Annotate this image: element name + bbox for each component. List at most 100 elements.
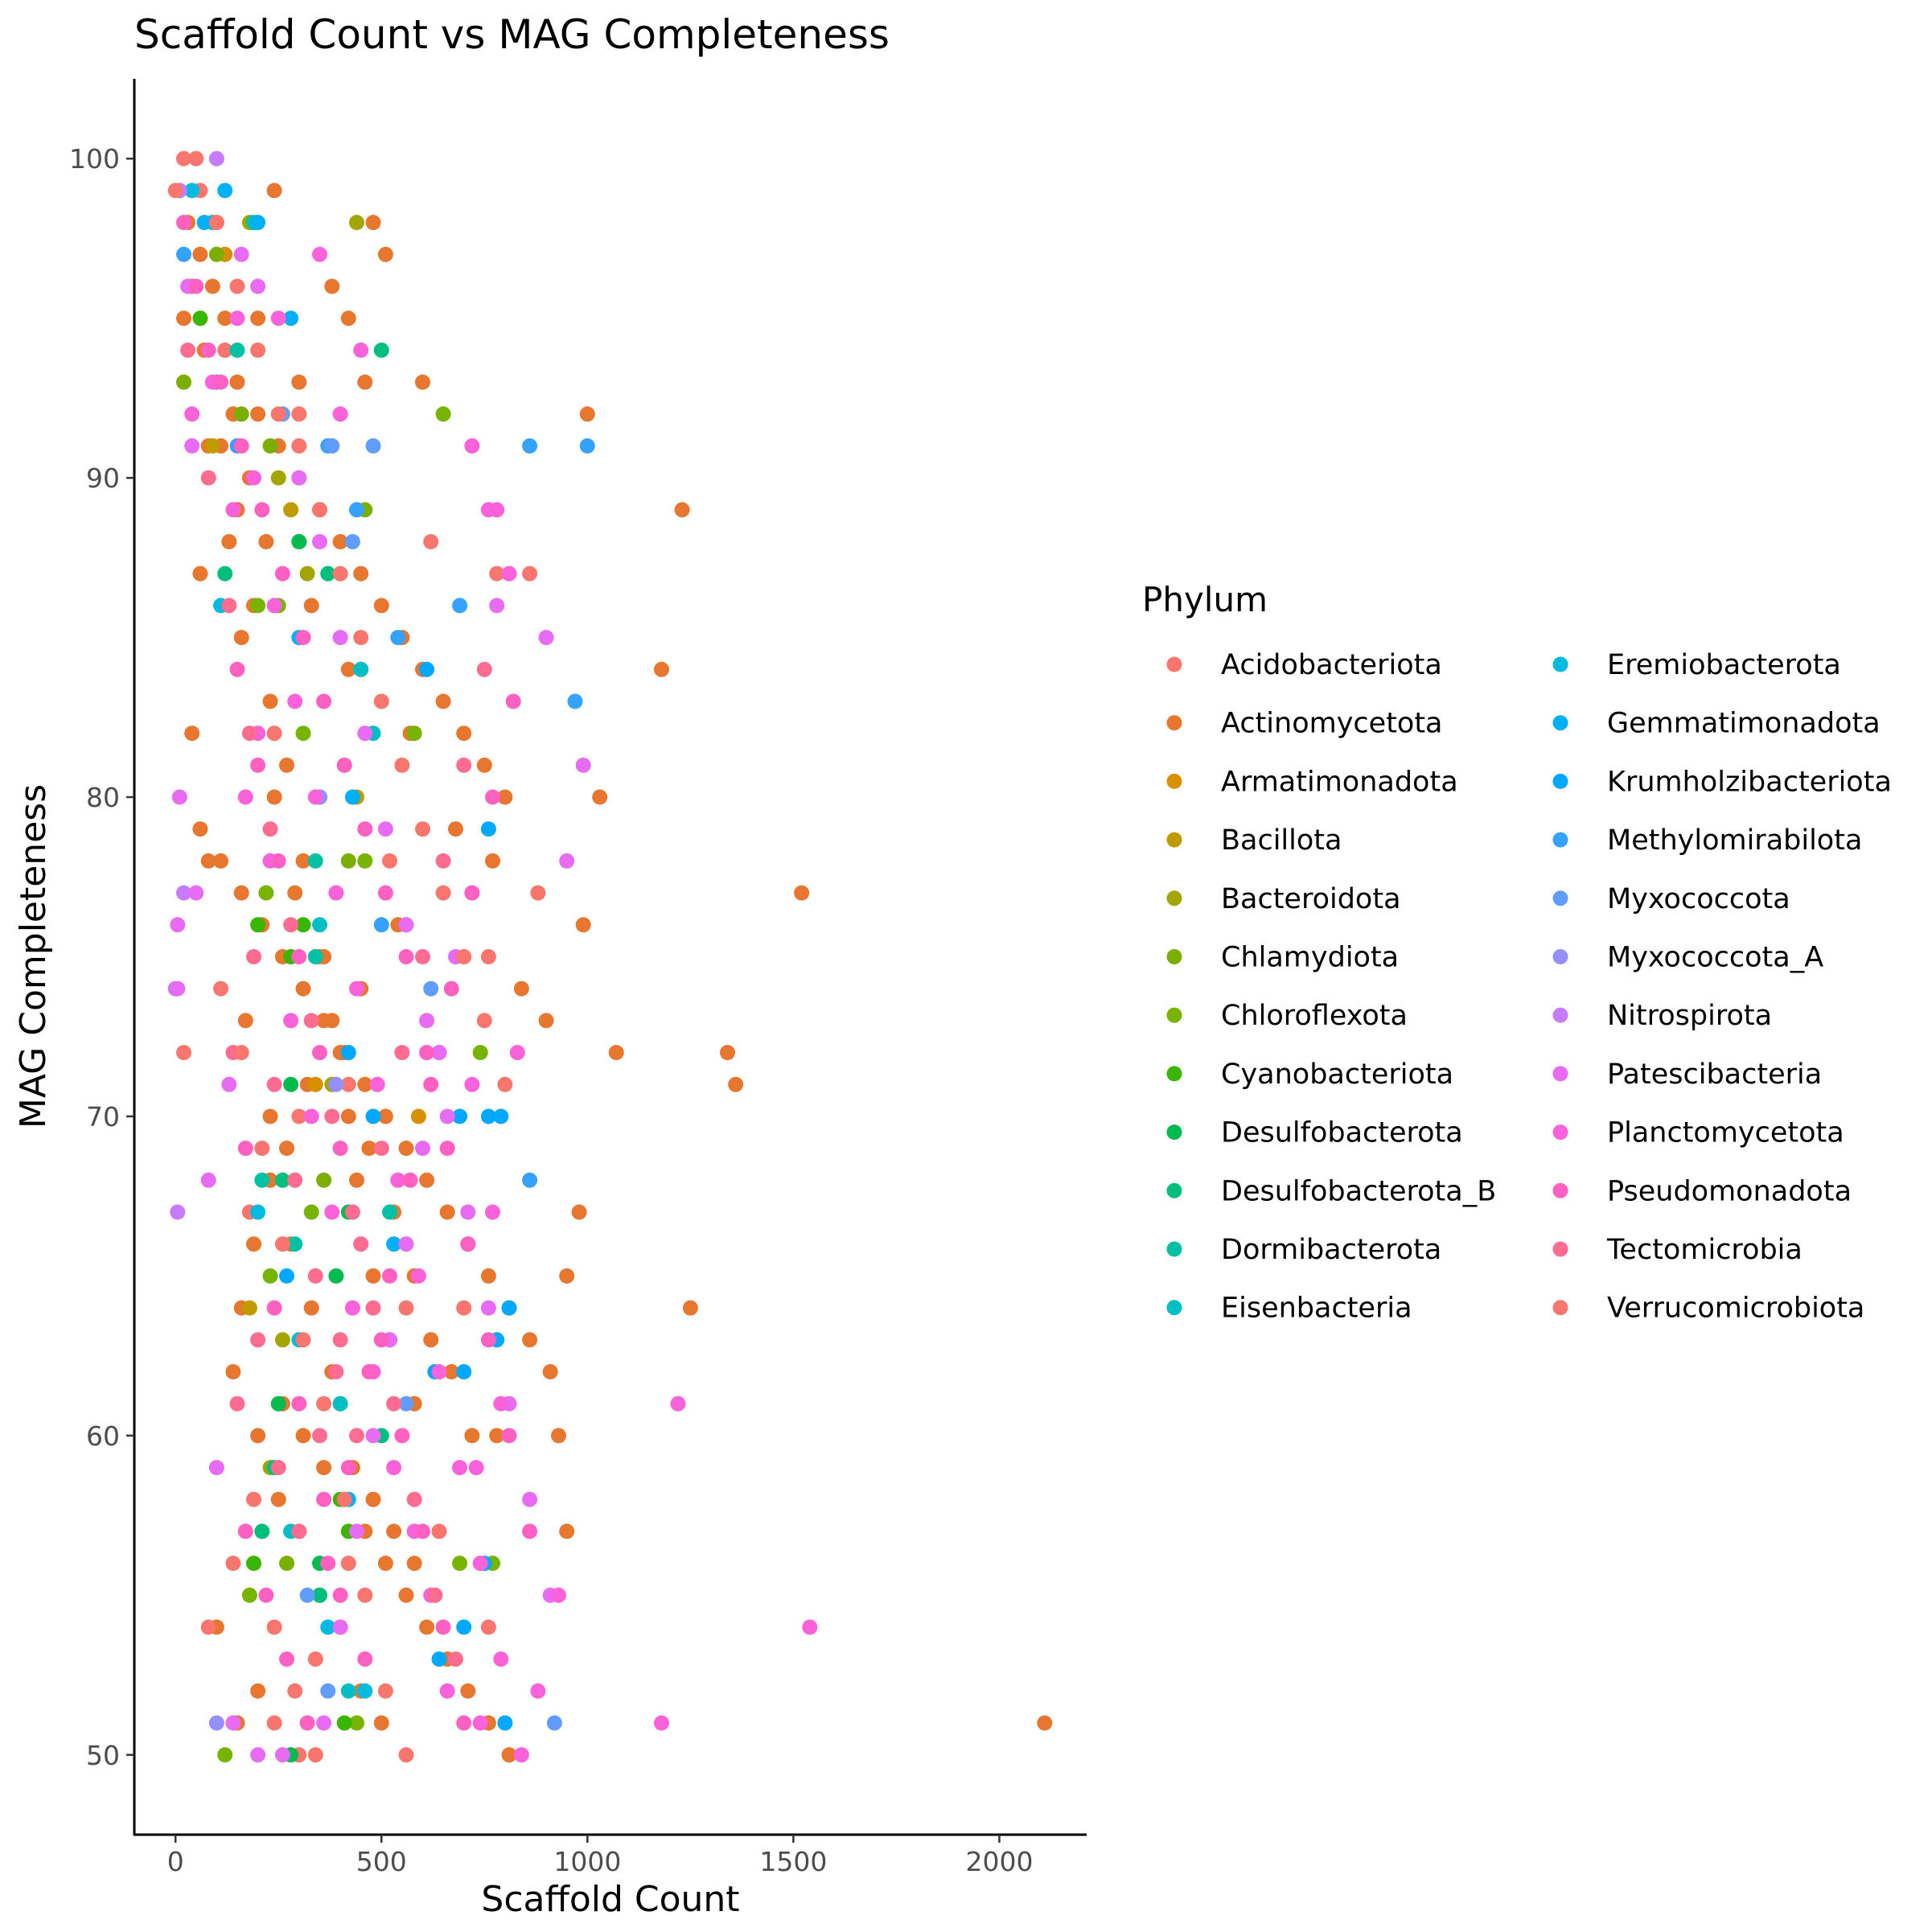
legend-label: Dormibacterota xyxy=(1221,1234,1441,1266)
data-point xyxy=(674,502,690,518)
legend-key xyxy=(1552,773,1568,789)
data-point xyxy=(448,1651,463,1667)
legend-key xyxy=(1166,1066,1182,1082)
data-point xyxy=(312,1428,327,1444)
data-point xyxy=(225,1715,241,1731)
legend: Phylum Acidobacteriota Actinomycetota Arma… xyxy=(1142,580,1892,1325)
data-point xyxy=(452,1556,468,1572)
data-point xyxy=(456,1300,472,1316)
data-point xyxy=(373,342,389,358)
legend-label: Eremiobacterota xyxy=(1607,649,1841,681)
legend-label: Armatimonadota xyxy=(1221,766,1458,798)
data-point xyxy=(349,502,364,518)
data-point xyxy=(386,1460,402,1476)
data-point xyxy=(254,502,270,518)
data-point xyxy=(307,1747,323,1763)
data-point xyxy=(176,885,191,901)
data-point xyxy=(274,1172,290,1188)
legend-key xyxy=(1552,1182,1568,1198)
legend-item: Methylomirabilota xyxy=(1552,824,1862,857)
data-point xyxy=(307,789,323,805)
data-point xyxy=(468,1460,484,1476)
data-point xyxy=(241,726,257,742)
legend-label: Chlamydiota xyxy=(1221,942,1399,974)
data-point xyxy=(340,1683,356,1699)
data-point xyxy=(480,1268,496,1284)
legend-key xyxy=(1552,832,1568,848)
x-tick-label: 1000 xyxy=(553,1846,621,1877)
legend-title: Phylum xyxy=(1142,580,1268,619)
data-point xyxy=(456,726,472,742)
data-point xyxy=(303,598,319,614)
data-point xyxy=(312,502,327,518)
legend-label: Krumholzibacteriota xyxy=(1607,766,1892,798)
data-point xyxy=(200,1172,216,1188)
data-point xyxy=(398,1300,414,1316)
data-point xyxy=(419,1045,435,1061)
data-point xyxy=(464,1076,480,1092)
data-point xyxy=(246,1556,261,1572)
data-point xyxy=(551,1428,566,1444)
data-point xyxy=(307,853,323,869)
data-point xyxy=(176,215,191,231)
data-point xyxy=(250,917,266,933)
data-point xyxy=(489,565,505,582)
data-point xyxy=(546,1715,562,1731)
legend-item: Myxococcota_A xyxy=(1552,942,1823,974)
legend-label: Nitrospirota xyxy=(1607,1000,1772,1032)
data-point xyxy=(303,1108,319,1124)
data-point xyxy=(415,821,430,837)
data-point xyxy=(406,1491,422,1507)
data-point xyxy=(340,1045,356,1061)
legend-items: Acidobacteriota Actinomycetota Armatimonad… xyxy=(1166,649,1892,1325)
data-point xyxy=(415,949,430,964)
data-point xyxy=(398,1747,414,1763)
legend-item: Chloroflexota xyxy=(1166,1000,1408,1032)
y-tick-label: 90 xyxy=(86,462,120,494)
data-point xyxy=(213,980,228,997)
data-point xyxy=(513,1747,529,1763)
legend-key xyxy=(1166,656,1182,672)
data-point xyxy=(299,1715,315,1731)
data-point xyxy=(250,1204,266,1220)
data-point xyxy=(246,1236,261,1252)
x-axis-ticks: 0 500 1000 1500 2000 xyxy=(167,1835,1033,1877)
data-point xyxy=(480,1619,496,1635)
data-point xyxy=(274,565,290,582)
data-point xyxy=(262,438,278,454)
data-point xyxy=(176,150,191,166)
data-point xyxy=(505,693,521,709)
legend-key xyxy=(1552,1066,1568,1082)
data-point xyxy=(386,1396,402,1412)
data-point xyxy=(270,470,286,486)
data-point xyxy=(246,949,261,964)
data-point xyxy=(196,215,212,231)
data-point xyxy=(192,821,208,837)
data-point xyxy=(324,278,340,294)
data-point xyxy=(204,438,220,454)
data-point xyxy=(204,278,220,294)
y-tick-label: 100 xyxy=(69,143,120,175)
data-point xyxy=(316,693,332,709)
y-tick-label: 60 xyxy=(86,1420,120,1452)
data-point xyxy=(460,1236,476,1252)
legend-key xyxy=(1552,1124,1568,1141)
data-point xyxy=(423,534,439,549)
data-point xyxy=(184,183,200,199)
data-point xyxy=(176,246,191,262)
data-point xyxy=(279,1556,294,1572)
data-point xyxy=(373,1332,389,1348)
data-point xyxy=(283,917,299,933)
data-point xyxy=(274,1332,290,1348)
data-point xyxy=(283,1013,299,1029)
data-point xyxy=(283,310,299,327)
data-point xyxy=(398,1236,414,1252)
data-point xyxy=(332,1332,348,1348)
data-point xyxy=(262,1268,278,1284)
data-point xyxy=(328,1076,344,1092)
data-point xyxy=(365,215,381,231)
data-point xyxy=(332,630,348,646)
data-point xyxy=(291,438,307,454)
data-point xyxy=(439,1683,455,1699)
